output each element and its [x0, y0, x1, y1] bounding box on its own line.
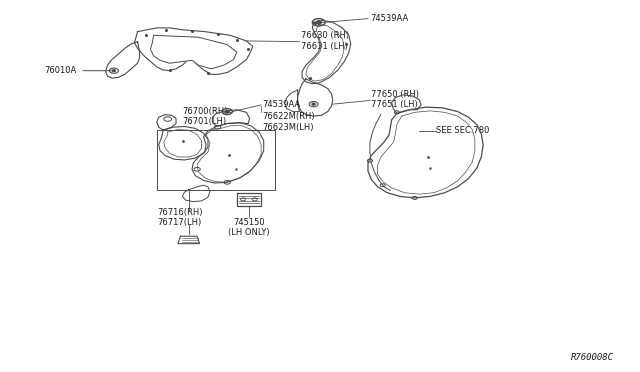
Polygon shape: [212, 110, 250, 126]
Circle shape: [225, 110, 229, 113]
Circle shape: [312, 103, 315, 105]
Polygon shape: [182, 185, 210, 202]
Text: 76630 (RH)
76631 (LH): 76630 (RH) 76631 (LH): [301, 31, 349, 51]
Text: R760008C: R760008C: [572, 353, 614, 362]
Text: 77650 (RH)
77651 (LH): 77650 (RH) 77651 (LH): [371, 90, 419, 109]
Polygon shape: [392, 95, 421, 113]
Text: 76716(RH)
76717(LH): 76716(RH) 76717(LH): [157, 208, 202, 227]
Text: 74539AA: 74539AA: [370, 14, 408, 23]
Polygon shape: [302, 20, 351, 84]
Polygon shape: [159, 126, 208, 160]
Polygon shape: [285, 90, 300, 112]
Text: 76622M(RH)
76623M(LH): 76622M(RH) 76623M(LH): [262, 112, 315, 132]
Bar: [157, 130, 275, 190]
Polygon shape: [106, 42, 140, 78]
Polygon shape: [157, 115, 176, 130]
Text: SEE SEC.780: SEE SEC.780: [436, 126, 490, 135]
Text: 74539AA: 74539AA: [262, 100, 301, 109]
Polygon shape: [298, 79, 333, 116]
Polygon shape: [237, 193, 261, 206]
Polygon shape: [134, 28, 253, 74]
Polygon shape: [192, 123, 264, 183]
Text: 76700(RH)
76701(LH): 76700(RH) 76701(LH): [182, 107, 228, 126]
Circle shape: [113, 70, 115, 71]
Text: 745150
(LH ONLY): 745150 (LH ONLY): [228, 218, 270, 237]
Circle shape: [316, 21, 321, 24]
Polygon shape: [368, 107, 483, 198]
Polygon shape: [150, 35, 237, 69]
Text: 76010A: 76010A: [45, 66, 77, 75]
Polygon shape: [178, 236, 200, 244]
